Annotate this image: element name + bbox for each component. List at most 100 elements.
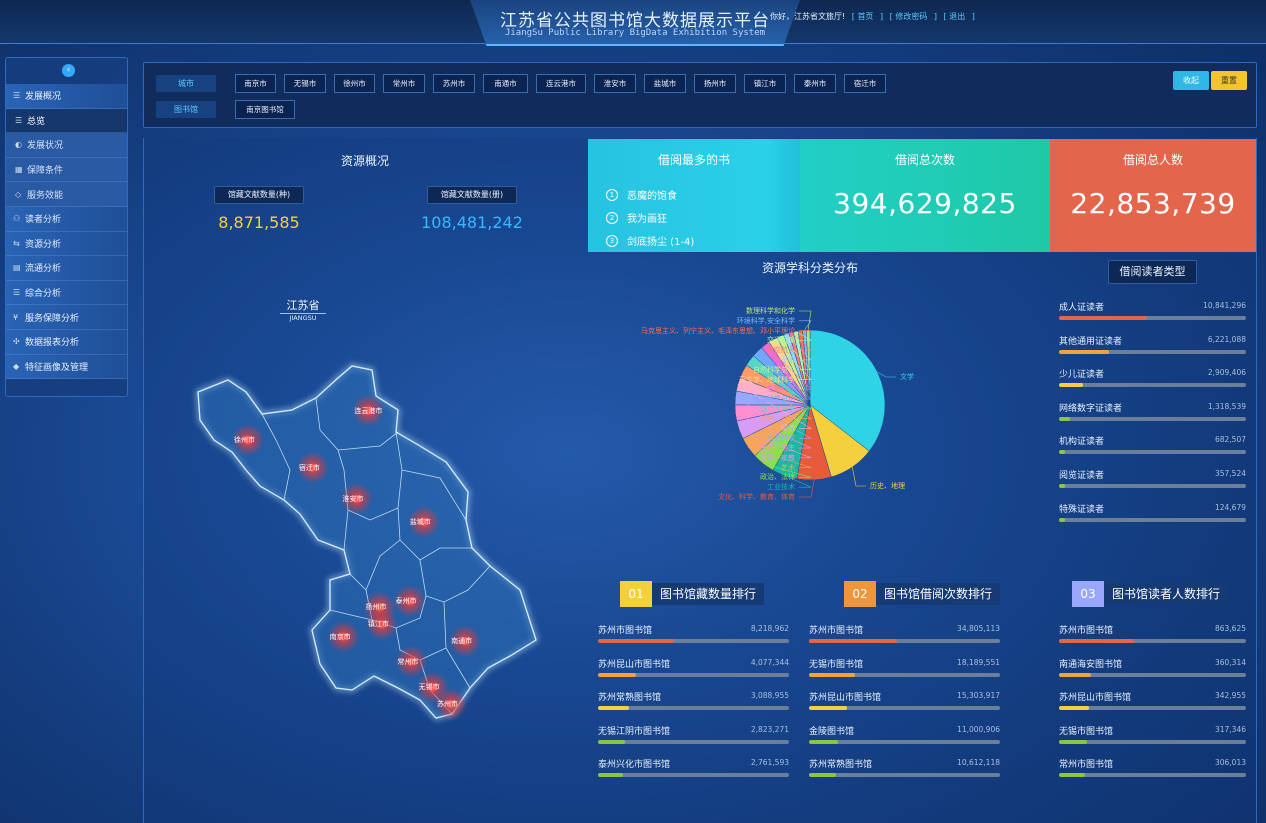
sidebar-item-11[interactable]: ◆ 特征画像及管理 xyxy=(6,354,127,380)
sidebar-item-2[interactable]: ◐ 发展状况 xyxy=(6,133,127,158)
library-name: 金陵图书馆 xyxy=(809,726,855,737)
pie-label-19: 马克思主义、列宁主义、毛泽东思想、邓小平理论 xyxy=(641,326,795,335)
sidebar-item-9[interactable]: ¥ 服务保障分析 xyxy=(6,305,127,330)
sidebar-item-1[interactable]: ☰ 总览 xyxy=(6,108,127,134)
ranking-bar xyxy=(1059,739,1246,744)
library-name: 苏州常熟图书馆 xyxy=(809,760,873,771)
city-filter-label: 城市 xyxy=(156,75,216,92)
library-value: 2,761,593 xyxy=(750,758,789,768)
ranking-bar xyxy=(598,706,789,711)
ranking-row: 苏州常熟图书馆 3,088,955 xyxy=(598,690,789,715)
pie-label-14: 天文学、地球科学 xyxy=(739,375,795,384)
map-title: 江苏省 JIANGSU xyxy=(280,297,326,322)
chevron-left-icon[interactable]: ‹ xyxy=(62,64,75,77)
ranking-row: 苏州昆山市图书馆 15,303,917 xyxy=(809,690,1000,715)
ranking-row: 苏州昆山市图书馆 342,955 xyxy=(1059,690,1246,715)
reader-type-label: 机构证读者 xyxy=(1059,437,1105,448)
city-label-8: 镇江市 xyxy=(367,620,389,629)
library-value: 317,346 xyxy=(1214,724,1246,734)
reader-type-row: 特殊证读者 124,679 xyxy=(1059,502,1246,527)
city-chip-8[interactable]: 盐城市 xyxy=(644,74,686,93)
city-label-9: 常州市 xyxy=(397,657,419,666)
ranking-row: 苏州市图书馆 34,805,113 xyxy=(809,623,1000,648)
sidebar-item-0[interactable]: ☰ 发展概况 xyxy=(6,84,127,109)
city-chip-9[interactable]: 扬州市 xyxy=(694,74,736,93)
change-password-link[interactable]: [ 修改密码 ] xyxy=(889,12,937,21)
city-chip-2[interactable]: 徐州市 xyxy=(334,74,375,93)
grid-icon: ☰ xyxy=(15,115,23,125)
sidebar-item-label: 发展状况 xyxy=(27,141,64,152)
city-chip-11[interactable]: 泰州市 xyxy=(794,74,836,93)
ranking-row: 苏州市图书馆 8,218,962 xyxy=(598,623,789,648)
library-value: 8,218,962 xyxy=(750,624,789,633)
city-chip-0[interactable]: 南京市 xyxy=(235,74,276,93)
library-name: 苏州市图书馆 xyxy=(809,626,864,636)
reader-type-label: 网络数字证读者 xyxy=(1059,403,1123,414)
city-chip-6[interactable]: 连云港市 xyxy=(536,74,586,93)
city-chip-10[interactable]: 镇江市 xyxy=(744,74,786,93)
library-chip-nanjing[interactable]: 南京图书馆 xyxy=(235,100,295,119)
sidebar-item-7[interactable]: ▤ 流通分析 xyxy=(6,256,127,281)
ranking-bar xyxy=(1059,773,1246,778)
reader-types-title: 借阅读者类型 xyxy=(1108,260,1197,284)
library-value: 18,189,551 xyxy=(957,657,1000,667)
kinds-value: 8,871,585 xyxy=(218,213,300,232)
sidebar-item-label: 保障条件 xyxy=(27,166,64,177)
pie-label-16: 军事 xyxy=(781,355,795,364)
pie-label-6: 哲学、宗教 xyxy=(760,453,795,462)
report-icon: ✣ xyxy=(13,337,20,347)
greeting: 你好，江苏省文旅厅! xyxy=(770,12,846,21)
sidebar-item-10[interactable]: ✣ 数据报表分析 xyxy=(6,329,127,355)
sidebar-item-8[interactable]: ☰ 综合分析 xyxy=(6,280,127,306)
sidebar-item-label: 读者分析 xyxy=(25,215,62,226)
ranking-number: 01 xyxy=(620,581,652,607)
total-loans-value: 394,629,825 xyxy=(833,187,1017,220)
sidebar-item-5[interactable]: ⚇ 读者分析 xyxy=(6,206,127,232)
grid-icon: ☰ xyxy=(13,91,21,101)
library-value: 306,013 xyxy=(1214,758,1246,768)
app-subtitle: JiangSu Public Library BigData Exhibitio… xyxy=(504,28,766,38)
city-label-5: 扬州市 xyxy=(365,603,387,612)
city-chip-7[interactable]: 淮安市 xyxy=(594,74,636,93)
city-chip-3[interactable]: 常州市 xyxy=(383,74,425,93)
home-link[interactable]: [ 首页 ] xyxy=(851,12,884,21)
pie-label-8: 农业科学 xyxy=(767,434,795,443)
city-chip-12[interactable]: 宿迁市 xyxy=(844,74,886,93)
ranking-row: 苏州常熟图书馆 10,612,118 xyxy=(809,757,1000,782)
collapse-button[interactable]: 收起 xyxy=(1173,71,1209,90)
library-name: 苏州昆山市图书馆 xyxy=(1059,693,1132,704)
city-chip-4[interactable]: 苏州市 xyxy=(433,74,475,93)
library-value: 11,000,906 xyxy=(957,724,1000,734)
library-name: 苏州常熟图书馆 xyxy=(598,693,662,704)
library-value: 863,625 xyxy=(1214,624,1246,633)
ranking-header-1: 02 图书馆借阅次数排行 xyxy=(844,581,1001,607)
ranking-row: 泰州兴化市图书馆 2,761,593 xyxy=(598,757,789,782)
book-title: 剑底扬尘 (1-4) xyxy=(627,237,695,248)
reset-button[interactable]: 重置 xyxy=(1211,71,1247,90)
total-loans-title: 借阅总次数 xyxy=(894,153,955,167)
city-chip-1[interactable]: 无锡市 xyxy=(284,74,326,93)
sidebar-item-label: 综合分析 xyxy=(25,289,62,300)
sidebar-item-label: 服务保障分析 xyxy=(25,313,80,324)
city-label-11: 无锡市 xyxy=(418,683,440,692)
ranking-number: 02 xyxy=(844,581,876,607)
flow-icon: ▤ xyxy=(13,263,21,273)
reader-type-label: 特殊证读者 xyxy=(1059,504,1105,515)
city-chip-5[interactable]: 南通市 xyxy=(483,74,528,93)
library-value: 34,805,113 xyxy=(957,624,1000,633)
sidebar-item-label: 特征画像及管理 xyxy=(25,362,89,373)
sidebar-item-3[interactable]: ▦ 保障条件 xyxy=(6,157,127,183)
title-plate xyxy=(470,0,800,46)
city-label-10: 南通市 xyxy=(451,637,473,646)
rank-number: 1 xyxy=(606,188,618,201)
volumes-value: 108,481,242 xyxy=(421,213,523,232)
sidebar-item-6[interactable]: ⇆ 资源分析 xyxy=(6,231,127,257)
ranking-row: 常州市图书馆 306,013 xyxy=(1059,757,1246,782)
sidebar-item-4[interactable]: ◇ 服务效能 xyxy=(6,182,127,207)
sidebar-item-label: 服务效能 xyxy=(27,190,64,201)
sidebar-menu: ☰ 发展概况 ☰ 总览 ◐ 发展状况 ▦ 保障条件 ◇ 服务效能 ⚇ 读者分析 ⇆ 资源分析 ▤ 流通分析 ☰ 综… xyxy=(6,84,127,380)
kinds-label: 馆藏文献数量(种) xyxy=(214,186,304,204)
total-loans-card: 借阅总次数 394,629,825 xyxy=(800,139,1050,252)
logout-link[interactable]: [ 退出 ] xyxy=(943,12,975,21)
library-name: 苏州市图书馆 xyxy=(1059,626,1114,636)
